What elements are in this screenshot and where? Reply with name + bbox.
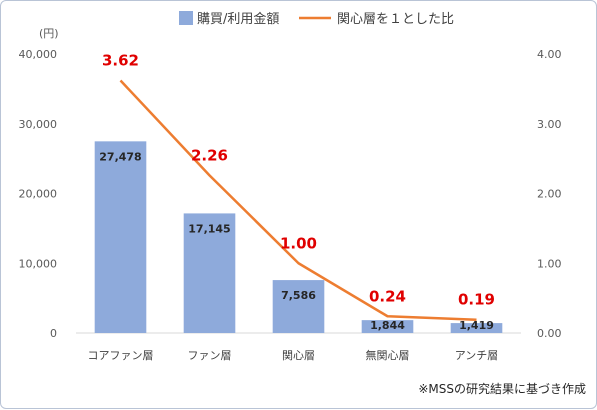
bar-data-labels: 27,478 17,145 7,586 1,844 1,419 (99, 150, 494, 332)
bar (183, 213, 236, 333)
ratio-line (119, 79, 477, 321)
y-left-tick-label: 0 (50, 327, 57, 340)
legend-bar-swatch (179, 11, 193, 25)
legend-line-label: 関心層を１とした比 (337, 12, 454, 27)
bar (272, 280, 325, 333)
ratio-value-label: 3.62 (102, 52, 139, 70)
y-left-axis: 0 10,000 20,000 30,000 40,000 (19, 48, 58, 340)
y-left-tick-label: 30,000 (19, 118, 58, 131)
x-category-label: アンチ層 (455, 349, 499, 362)
x-category-label: 無関心層 (366, 348, 410, 362)
line-series (119, 79, 477, 321)
bar (361, 320, 414, 333)
legend-bar-label: 購買/利用金額 (197, 11, 279, 27)
y-left-tick-label: 20,000 (19, 188, 58, 201)
legend: 購買/利用金額 関心層を１とした比 (179, 11, 454, 27)
y-right-tick-label: 0.00 (537, 327, 562, 340)
ratio-value-label: 1.00 (280, 234, 317, 252)
y-right-tick-label: 2.00 (537, 188, 562, 201)
bar-value-label: 7,586 (281, 289, 316, 302)
bar-value-label: 27,478 (99, 150, 141, 163)
x-category-label: コアファン層 (88, 349, 154, 362)
bar-value-label: 1,844 (370, 319, 405, 332)
x-category-label: 関心層 (282, 349, 315, 362)
y-right-tick-label: 1.00 (537, 257, 562, 270)
ratio-value-label: 0.19 (458, 291, 495, 309)
bar (94, 141, 147, 333)
bar-value-label: 1,419 (459, 319, 494, 332)
y-right-axis: 0.00 1.00 2.00 3.00 4.00 (537, 48, 562, 340)
y-left-unit: (円) (39, 27, 59, 40)
x-axis: コアファン層 ファン層 関心層 無関心層 アンチ層 (88, 348, 499, 362)
bar-series (94, 141, 503, 333)
bar-value-label: 17,145 (188, 222, 230, 235)
ratio-value-label: 0.24 (369, 287, 406, 305)
y-right-tick-label: 4.00 (537, 48, 562, 61)
ratio-data-labels: 3.62 2.26 1.00 0.24 0.19 (102, 52, 495, 309)
ratio-value-label: 2.26 (191, 146, 228, 164)
bar (450, 323, 503, 333)
y-left-tick-label: 10,000 (19, 257, 58, 270)
y-right-tick-label: 3.00 (537, 118, 562, 131)
source-note: ※MSSの研究結果に基づき作成 (418, 381, 586, 396)
y-left-tick-label: 40,000 (19, 48, 58, 61)
x-category-label: ファン層 (188, 349, 232, 362)
